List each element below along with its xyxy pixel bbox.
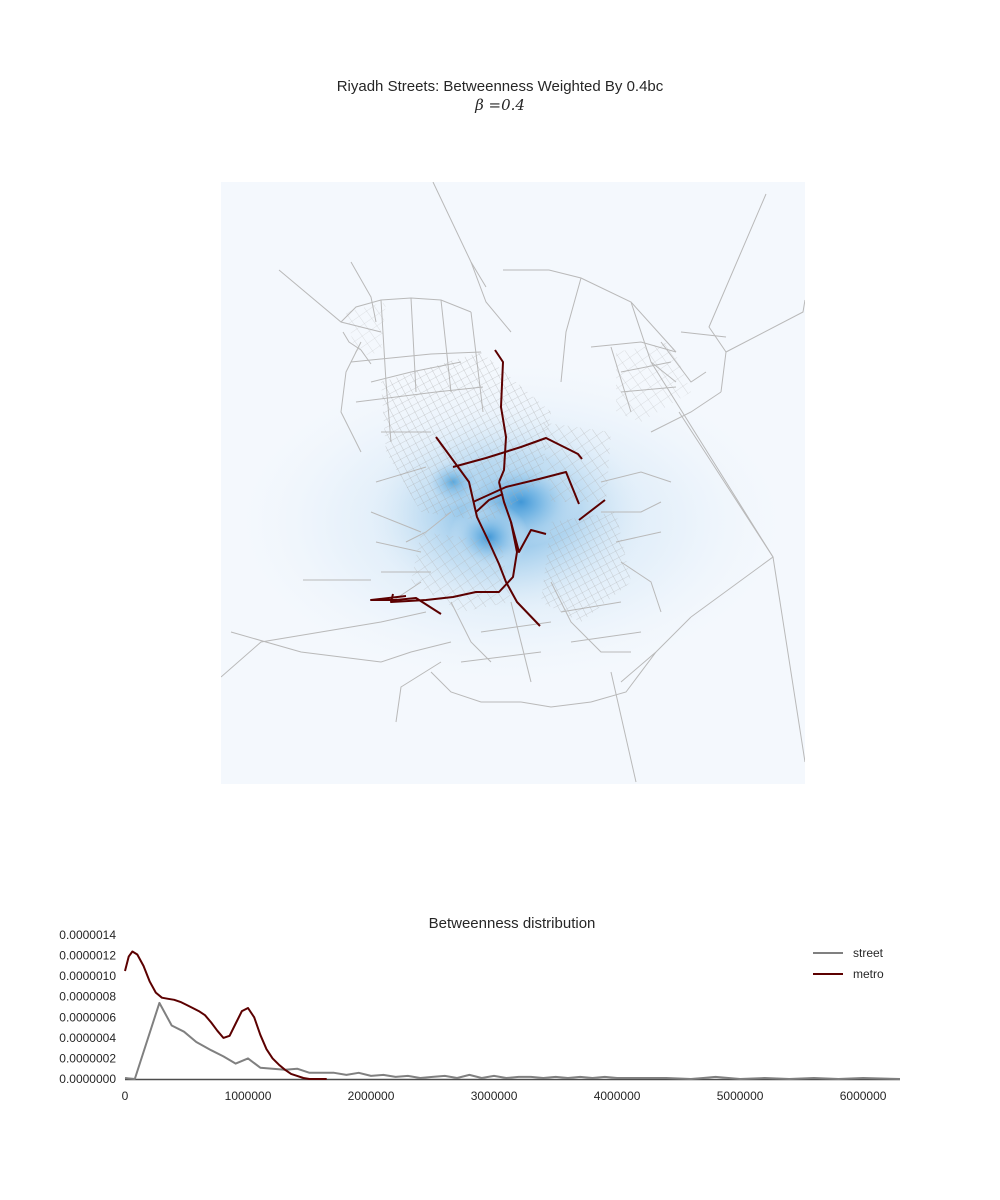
y-tick-label: 0.0000004: [59, 1031, 116, 1045]
y-tick-label: 0.0000012: [59, 949, 116, 963]
series-line-street: [124, 1001, 901, 1080]
y-tick-label: 0.0000000: [59, 1072, 116, 1086]
metro-line-diagonal: [472, 471, 580, 505]
metro-line-east-west: [452, 437, 583, 468]
metro-line-south-east: [578, 499, 606, 521]
metro-line-sw: [510, 521, 547, 553]
y-tick-label: 0.0000014: [59, 928, 116, 942]
legend: street metro: [813, 946, 884, 981]
x-tick-label: 0: [122, 1089, 129, 1103]
y-tick-label: 0.0000008: [59, 990, 116, 1004]
series-layer: [124, 950, 901, 1080]
legend-label-street: street: [853, 946, 884, 960]
x-axis: 0 1000000 2000000 3000000 4000000 5000000 6000…: [122, 1089, 887, 1103]
metro-line-central-ns: [435, 436, 541, 627]
x-tick-label: 5000000: [717, 1089, 764, 1103]
metro-line-north: [494, 349, 507, 483]
figure-subtitle: β =0.4: [475, 96, 525, 114]
x-tick-label: 1000000: [225, 1089, 272, 1103]
y-tick-label: 0.0000010: [59, 969, 116, 983]
dense-street-grid: [346, 302, 691, 622]
betweenness-distribution-chart: Betweenness distribution 0.00000000.0000…: [59, 915, 901, 1103]
x-tick-label: 6000000: [840, 1089, 887, 1103]
metro-line-west: [370, 595, 442, 615]
x-tick-label: 4000000: [594, 1089, 641, 1103]
distribution-title: Betweenness distribution: [429, 915, 596, 932]
series-line-metro: [124, 950, 327, 1080]
x-tick-label: 2000000: [348, 1089, 395, 1103]
metro-lines-layer: [370, 349, 606, 627]
riyadh-map-panel: [221, 182, 805, 784]
metro-line-short: [475, 493, 504, 513]
y-tick-label: 0.0000006: [59, 1010, 116, 1024]
y-tick-label: 0.0000002: [59, 1051, 116, 1065]
metro-line-spur: [390, 481, 518, 603]
legend-label-metro: metro: [853, 967, 884, 981]
y-axis: 0.0000000 0.0000002 0.0000004 0.0000006 0.00…: [59, 928, 116, 1086]
figure-title: Riyadh Streets: Betweenness Weighted By …: [336, 78, 664, 95]
x-tick-label: 3000000: [471, 1089, 518, 1103]
